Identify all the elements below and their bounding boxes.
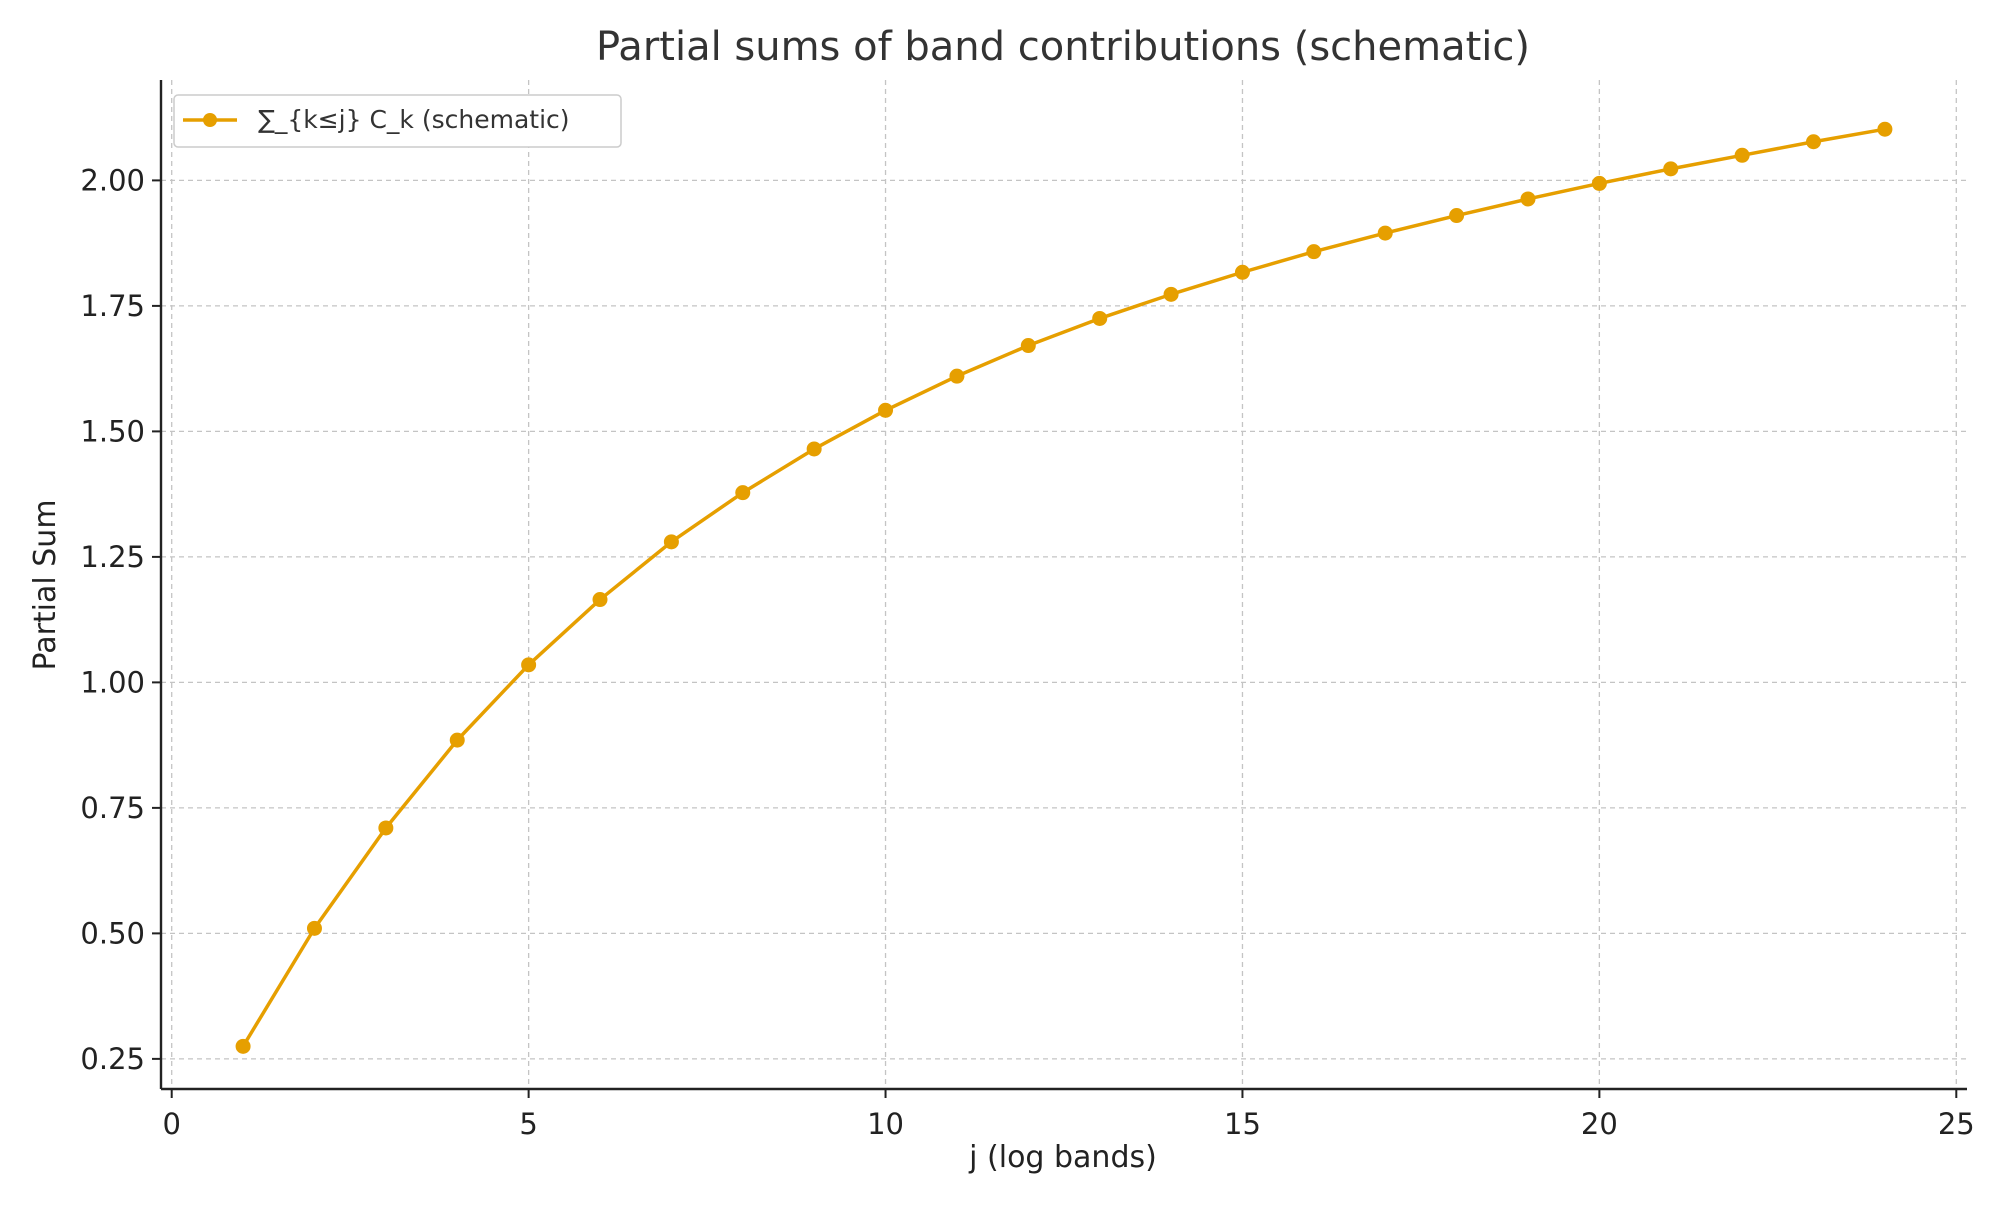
- data-point: [1377, 225, 1393, 241]
- x-axis-label: j (log bands): [968, 1140, 1157, 1175]
- data-point: [1520, 191, 1536, 207]
- axes: 0 5 10 15 20 25 0.25 0.50 0.75 1.00 1.25 1.50 1.75 2.…: [80, 80, 1975, 1141]
- data-point: [1020, 338, 1036, 354]
- data-point: [1806, 134, 1822, 150]
- x-tick-label: 10: [867, 1107, 904, 1141]
- data-point: [1877, 121, 1893, 137]
- data-point: [592, 592, 608, 608]
- y-tick-label: 1.25: [80, 540, 145, 574]
- x-tick-label: 15: [1224, 1107, 1261, 1141]
- data-point: [521, 657, 537, 673]
- chart-title: Partial sums of band contributions (sche…: [596, 24, 1530, 70]
- data-point: [1306, 244, 1322, 260]
- y-tick-label: 0.50: [80, 916, 145, 950]
- data-point: [306, 920, 322, 936]
- data-point: [1591, 175, 1607, 191]
- legend-marker-swatch: [203, 113, 217, 127]
- y-axis-label: Partial Sum: [28, 499, 63, 670]
- data-point: [1163, 286, 1179, 302]
- data-point: [449, 732, 465, 748]
- data-point: [735, 485, 751, 501]
- series-layer: [235, 121, 1893, 1054]
- legend: ∑_{k≤j} C_k (schematic): [173, 94, 622, 148]
- grid: [161, 80, 1967, 1089]
- legend-box: [173, 94, 622, 148]
- y-tick-label: 2.00: [80, 163, 145, 197]
- x-tick-label: 0: [162, 1107, 180, 1141]
- data-point: [235, 1038, 251, 1054]
- data-point: [1234, 264, 1250, 280]
- y-tick-label: 1.50: [80, 414, 145, 448]
- data-point: [1092, 310, 1108, 326]
- data-point: [1663, 161, 1679, 177]
- series-line: [241, 127, 1886, 1048]
- y-tick-label: 1.00: [80, 665, 145, 699]
- data-point: [806, 441, 822, 457]
- y-tick-label: 1.75: [80, 289, 145, 323]
- data-point: [878, 402, 894, 418]
- data-point: [663, 534, 679, 550]
- legend-label: ∑_{k≤j} C_k (schematic): [258, 105, 570, 134]
- x-tick-label: 5: [519, 1107, 537, 1141]
- y-tick-label: 0.25: [80, 1042, 145, 1076]
- data-point: [1734, 147, 1750, 163]
- data-point: [378, 820, 394, 836]
- y-tick-label: 0.75: [80, 791, 145, 825]
- x-tick-label: 20: [1581, 1107, 1618, 1141]
- x-tick-label: 25: [1938, 1107, 1975, 1141]
- data-point: [949, 368, 965, 384]
- data-point: [1449, 208, 1465, 224]
